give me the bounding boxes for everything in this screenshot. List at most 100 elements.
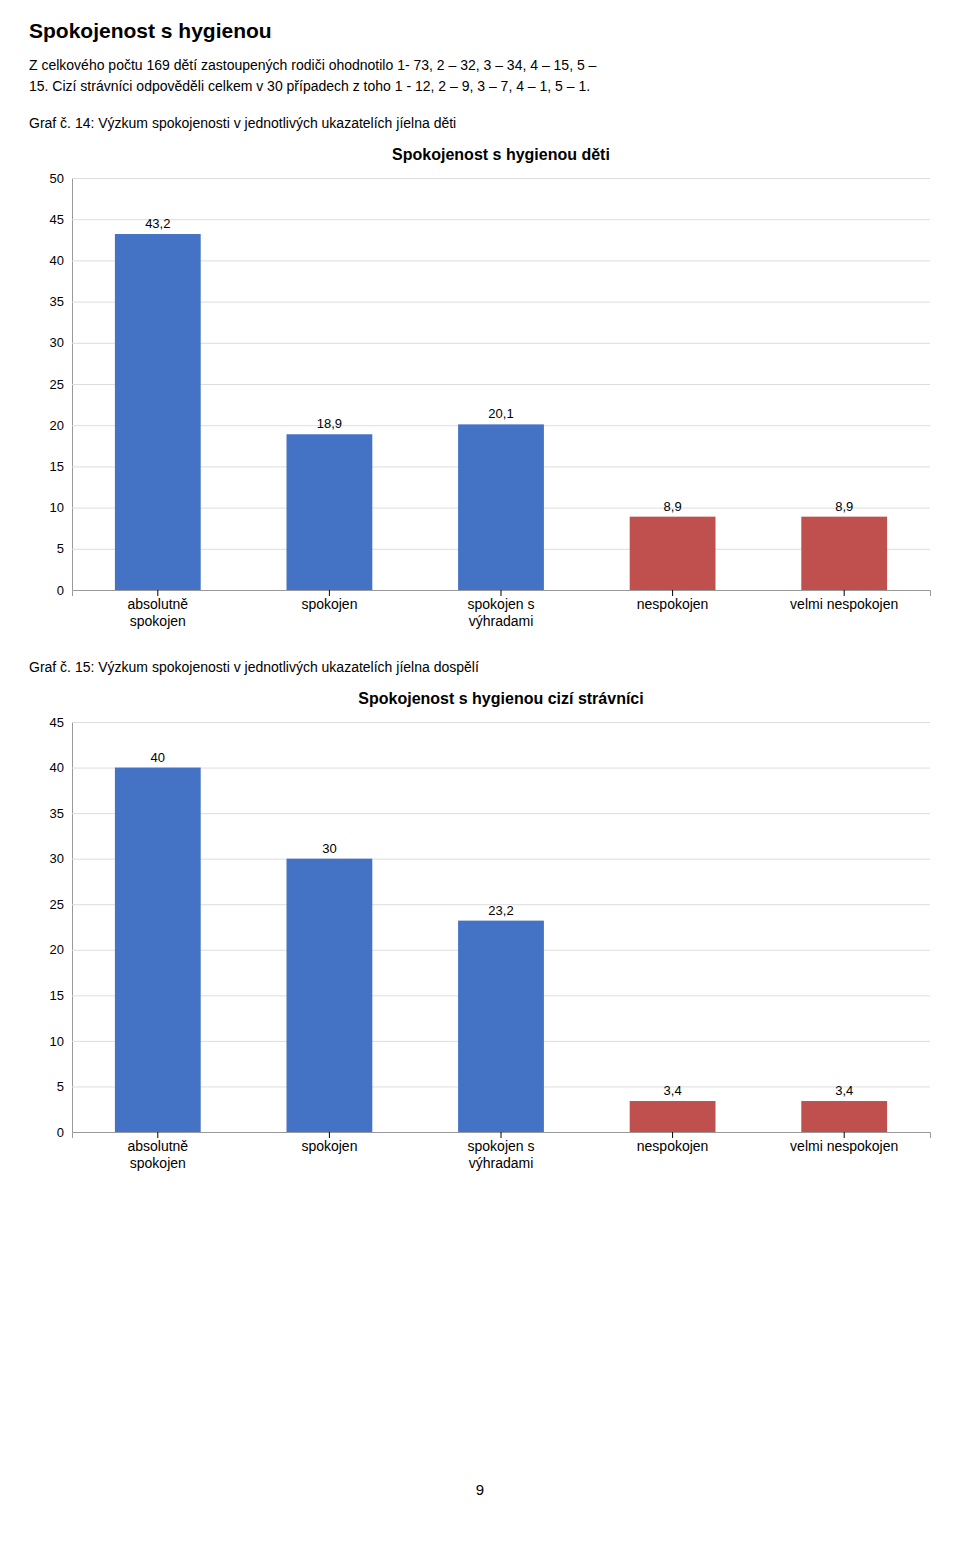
- y-tick-label: 45: [50, 212, 64, 227]
- y-tick-label: 40: [50, 760, 64, 775]
- x-tick-label: spokojen svýhradami: [468, 596, 535, 629]
- grid-line: [72, 219, 930, 220]
- x-tick-label-line: spokojen s: [468, 596, 535, 612]
- page: Spokojenost s hygienou Z celkového počtu …: [0, 0, 960, 1554]
- bar: [115, 768, 201, 1132]
- x-tick-label-line: spokojen: [130, 1155, 186, 1171]
- x-tick: spokojen: [301, 1132, 357, 1154]
- y-tick-label: 35: [50, 806, 64, 821]
- y-tick-label: 50: [50, 171, 64, 186]
- bar: [458, 424, 544, 590]
- x-tick: velmi nespokojen: [790, 1132, 898, 1154]
- data-label: 23,2: [488, 903, 513, 918]
- plot: 05101520253035404550absolutněspokojenspo…: [50, 171, 931, 629]
- page-number: 9: [476, 1481, 484, 1498]
- x-tick-label: nespokojen: [637, 1138, 709, 1154]
- y-tick-label: 15: [50, 988, 64, 1003]
- x-tick-label: absolutněspokojen: [127, 1138, 188, 1171]
- y-tick-label: 10: [50, 500, 64, 515]
- y-tick-label: 20: [50, 418, 64, 433]
- data-label: 20,1: [488, 406, 513, 421]
- chart-title: Spokojenost s hygienou děti: [392, 146, 610, 163]
- x-tick-label-line: výhradami: [469, 1155, 534, 1171]
- data-label: 3,4: [835, 1083, 853, 1098]
- x-tick: spokojen: [301, 590, 357, 612]
- data-label: 30: [322, 841, 336, 856]
- chart: Graf č. 14: Výzkum spokojenosti v jednot…: [29, 115, 931, 629]
- x-tick-label-line: spokojen s: [468, 1138, 535, 1154]
- chart-caption: Graf č. 14: Výzkum spokojenosti v jednot…: [29, 115, 456, 131]
- chart-title: Spokojenost s hygienou cizí strávníci: [358, 690, 643, 707]
- x-tick-label-line: spokojen: [301, 596, 357, 612]
- x-tick-label-line: velmi nespokojen: [790, 1138, 898, 1154]
- x-tick-label: nespokojen: [637, 596, 709, 612]
- data-label: 8,9: [835, 499, 853, 514]
- x-tick-label: spokojen: [301, 1138, 357, 1154]
- y-tick-label: 5: [57, 1079, 64, 1094]
- page-title: Spokojenost s hygienou: [29, 19, 272, 42]
- x-tick-label: absolutněspokojen: [127, 596, 188, 629]
- x-tick-label-line: nespokojen: [637, 596, 709, 612]
- bars: [115, 234, 887, 590]
- x-tick-label: velmi nespokojen: [790, 596, 898, 612]
- bar: [287, 859, 373, 1132]
- y-tick: 45: [50, 715, 930, 730]
- paragraph: Z celkového počtu 169 dětí zastoupených …: [29, 57, 597, 94]
- x-tick-label-line: velmi nespokojen: [790, 596, 898, 612]
- x-tick: absolutněspokojen: [127, 1132, 188, 1171]
- y-tick-label: 35: [50, 294, 64, 309]
- bar: [115, 234, 201, 590]
- data-labels: 43,2 18,9 20,1 8,9 8,9: [145, 216, 853, 514]
- bar: [801, 517, 887, 590]
- x-tick: spokojen svýhradami: [468, 1132, 535, 1171]
- x-axis: absolutněspokojenspokojenspokojen svýhra…: [73, 590, 931, 629]
- y-tick-label: 45: [50, 715, 64, 730]
- data-label: 40: [151, 750, 165, 765]
- x-tick: spokojen svýhradami: [468, 590, 535, 629]
- x-tick-label-line: výhradami: [469, 613, 534, 629]
- bars: [115, 768, 887, 1132]
- y-tick: 50: [50, 171, 930, 186]
- paragraph-line: Z celkového počtu 169 dětí zastoupených …: [29, 57, 597, 73]
- paragraph-line: 15. Cizí strávníci odpověděli celkem v 3…: [29, 78, 590, 94]
- x-axis: absolutněspokojenspokojenspokojen svýhra…: [73, 1132, 931, 1171]
- y-tick-label: 25: [50, 897, 64, 912]
- y-tick-label: 40: [50, 253, 64, 268]
- y-axis: 0 5 10 15 20 25 30 35 40 45: [50, 715, 930, 1140]
- bar: [630, 517, 716, 590]
- chart-caption: Graf č. 15: Výzkum spokojenosti v jednot…: [29, 659, 479, 675]
- bar: [801, 1101, 887, 1132]
- y-tick-label: 10: [50, 1034, 64, 1049]
- bar: [630, 1101, 716, 1132]
- grid-line: [72, 178, 930, 179]
- y-tick-label: 30: [50, 335, 64, 350]
- y-tick-label: 0: [57, 1125, 64, 1140]
- bar: [287, 434, 373, 590]
- x-tick-label: spokojen svýhradami: [468, 1138, 535, 1171]
- plot: 051015202530354045absolutněspokojenspoko…: [50, 715, 931, 1171]
- x-tick-label: spokojen: [301, 596, 357, 612]
- y-tick: 45: [50, 212, 930, 227]
- y-axis: 0 5 10 15 20 25 30 35 40 45 50: [50, 171, 930, 598]
- y-tick-label: 25: [50, 377, 64, 392]
- x-tick-label-line: spokojen: [130, 613, 186, 629]
- y-axis-line: [73, 723, 931, 1133]
- data-label: 43,2: [145, 216, 170, 231]
- data-label: 18,9: [317, 416, 342, 431]
- x-tick-label: velmi nespokojen: [790, 1138, 898, 1154]
- y-tick-label: 30: [50, 851, 64, 866]
- data-label: 8,9: [664, 499, 682, 514]
- x-tick-label-line: spokojen: [301, 1138, 357, 1154]
- y-axis-line: [73, 179, 931, 591]
- y-tick-label: 0: [57, 583, 64, 598]
- y-tick-label: 20: [50, 942, 64, 957]
- data-label: 3,4: [664, 1083, 682, 1098]
- x-tick-label-line: absolutně: [127, 1138, 188, 1154]
- chart: Graf č. 15: Výzkum spokojenosti v jednot…: [29, 659, 931, 1171]
- y-tick-label: 5: [57, 541, 64, 556]
- x-tick: absolutněspokojen: [127, 590, 188, 629]
- bar: [458, 921, 544, 1132]
- x-tick-label-line: nespokojen: [637, 1138, 709, 1154]
- x-tick: velmi nespokojen: [790, 590, 898, 612]
- y-tick-label: 15: [50, 459, 64, 474]
